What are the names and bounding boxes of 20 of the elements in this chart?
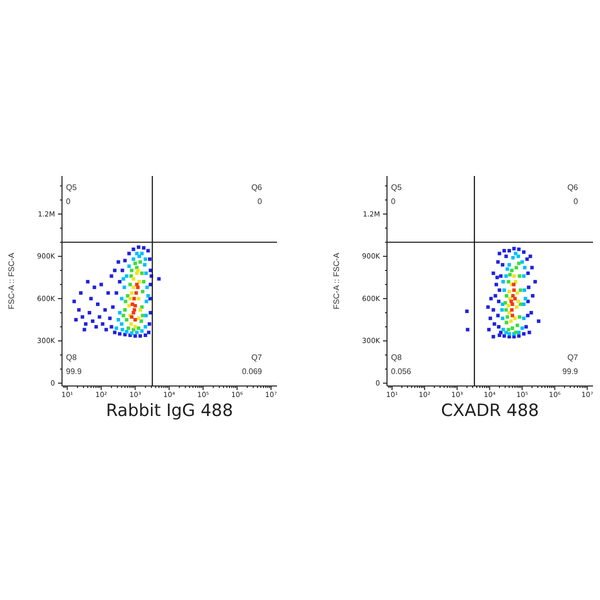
- annotation: Q8: [66, 352, 78, 362]
- annotation: Q6: [251, 182, 263, 192]
- annotation: 0.056: [391, 366, 412, 376]
- annotation: 0: [258, 196, 263, 206]
- annotation: 0: [66, 196, 71, 206]
- annotation: Q5: [66, 182, 78, 192]
- y-axis-title: FSC-A :: FSC-A: [7, 252, 16, 310]
- annotation: Q7: [567, 352, 579, 362]
- annotation: 0.069: [242, 366, 263, 376]
- annotation: 0: [574, 196, 579, 206]
- y-axis-title: FSC-A :: FSC-A: [332, 252, 341, 310]
- x-axis-title: Rabbit IgG 488: [106, 401, 234, 421]
- annotation: 99.9: [66, 366, 82, 376]
- annotation: 0: [391, 196, 396, 206]
- annotation: Q6: [567, 182, 579, 192]
- x-axis-title: CXADR 488: [441, 401, 539, 421]
- annotation: Q7: [251, 352, 263, 362]
- annotation: Q5: [391, 182, 402, 192]
- annotation: 99.9: [562, 366, 579, 376]
- annotation: Q8: [391, 352, 402, 362]
